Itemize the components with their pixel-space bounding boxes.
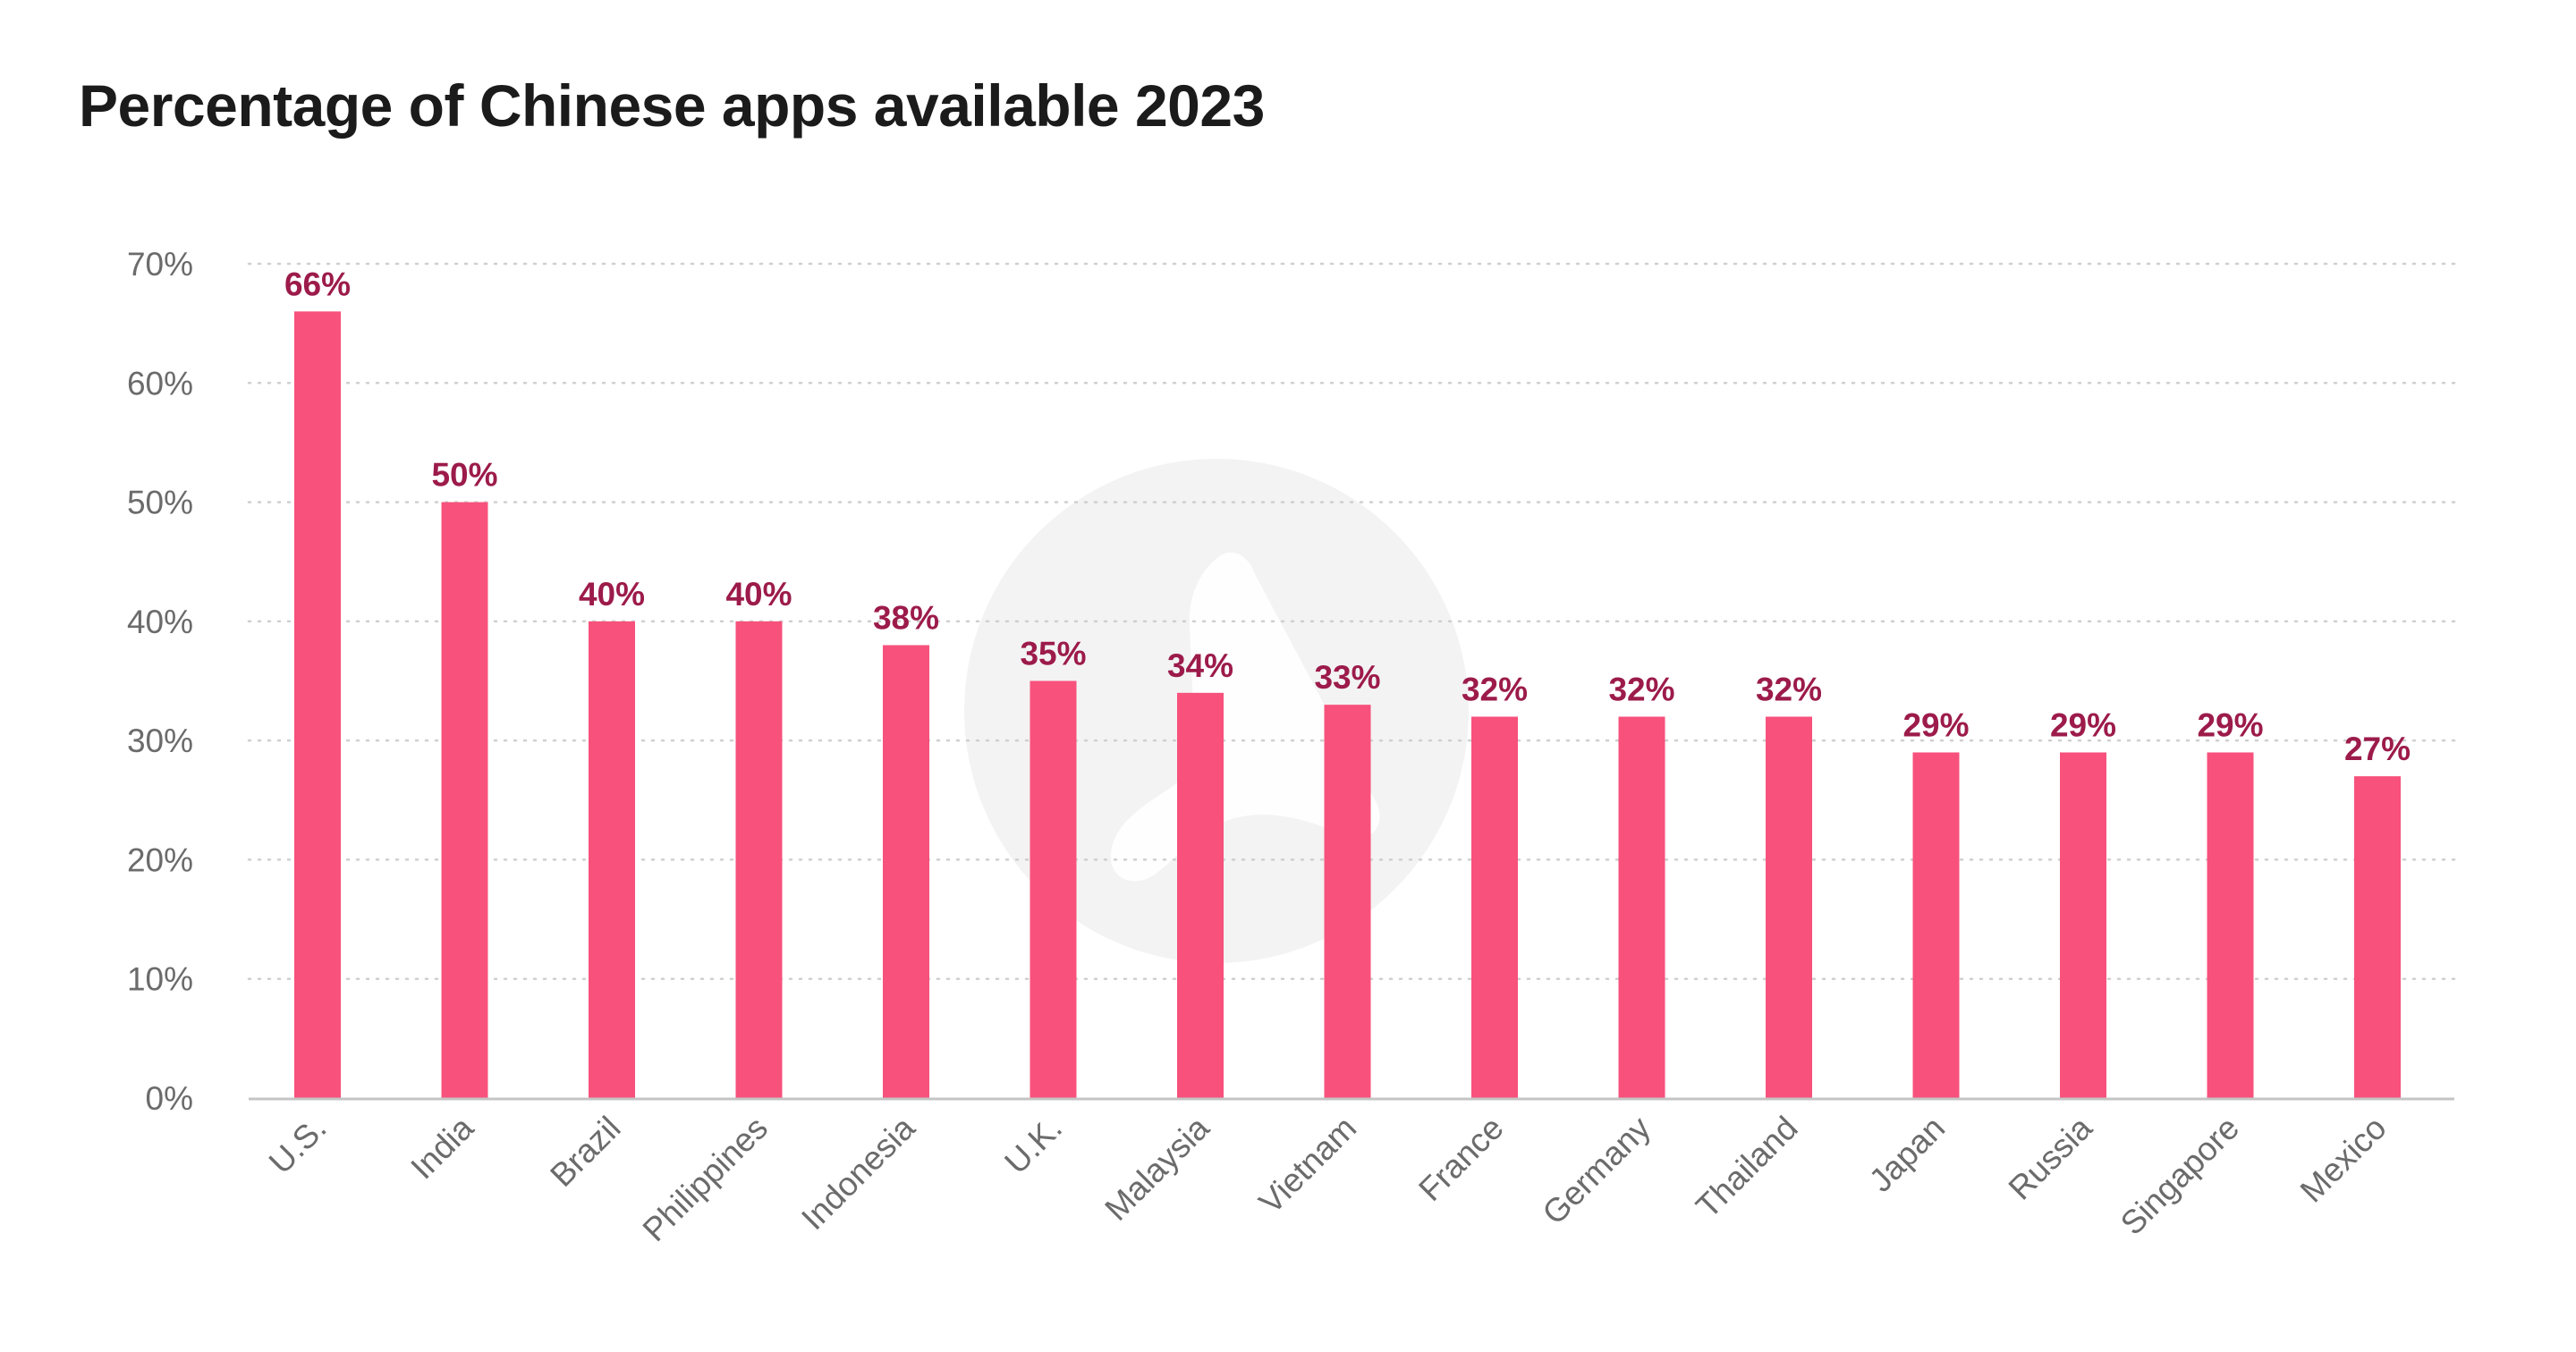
y-tick-label: 70% [127, 246, 193, 283]
category-label: U.S. [262, 1110, 334, 1181]
data-label: 32% [1756, 671, 1822, 707]
data-label: 34% [1167, 647, 1233, 684]
bar [441, 502, 488, 1098]
bar [1471, 716, 1518, 1098]
bar [2060, 752, 2106, 1098]
category-label: Brazil [543, 1110, 627, 1194]
y-axis-tick-labels: 0% 10% 20% 30% 40% 50% 60% 70% [127, 246, 193, 1117]
data-label: 35% [1020, 636, 1086, 672]
category-label: Singapore [2114, 1110, 2246, 1242]
category-label: India [403, 1109, 480, 1186]
bar [589, 621, 635, 1098]
data-label: 29% [2050, 706, 2116, 743]
data-label: 50% [431, 457, 497, 494]
y-tick-label: 20% [127, 841, 193, 878]
category-label: Vietnam [1252, 1110, 1364, 1221]
bar [883, 645, 929, 1098]
bar [735, 621, 783, 1098]
category-label: France [1411, 1110, 1510, 1208]
data-label: 66% [284, 266, 351, 302]
bar [1618, 716, 1665, 1098]
bar [1766, 716, 1812, 1098]
data-label: 40% [579, 576, 645, 613]
category-label: Philippines [636, 1110, 775, 1249]
category-label: Germany [1536, 1109, 1658, 1231]
category-label: U.K. [997, 1110, 1069, 1181]
data-label: 27% [2344, 731, 2411, 767]
data-label: 33% [1314, 659, 1380, 696]
category-label: Indonesia [794, 1109, 922, 1237]
bar [1912, 752, 1960, 1098]
y-tick-label: 40% [127, 604, 193, 640]
data-label: 29% [1902, 706, 1969, 743]
data-label: 29% [2197, 706, 2263, 743]
bars [294, 311, 2401, 1098]
y-tick-label: 50% [127, 485, 193, 521]
y-tick-label: 0% [146, 1080, 193, 1117]
category-label: Japan [1862, 1110, 1952, 1199]
data-label: 38% [873, 600, 939, 637]
category-label: Mexico [2293, 1110, 2394, 1210]
bar [1177, 692, 1224, 1098]
category-label: Malaysia [1097, 1109, 1216, 1228]
bar [294, 311, 341, 1098]
y-tick-label: 10% [127, 961, 193, 998]
y-tick-label: 60% [127, 365, 193, 401]
y-tick-label: 30% [127, 722, 193, 759]
bar [1324, 705, 1371, 1098]
chart-title: Percentage of Chinese apps available 202… [79, 72, 1265, 139]
data-label: 40% [725, 576, 792, 613]
bar [1030, 680, 1077, 1098]
category-label: Thailand [1689, 1110, 1804, 1225]
bar [2207, 752, 2254, 1098]
x-axis-category-labels: U.S. India Brazil Philippines Indonesia U.K. M… [262, 1109, 2394, 1248]
data-label: 32% [1608, 671, 1674, 707]
category-label: Russia [2002, 1109, 2099, 1206]
bar [2354, 776, 2401, 1098]
data-labels: 66% 50% 40% 40% 38% 35% 34% 33% 32% 32% 32% 29% 29% 2… [284, 266, 2411, 767]
data-label: 32% [1462, 671, 1528, 707]
